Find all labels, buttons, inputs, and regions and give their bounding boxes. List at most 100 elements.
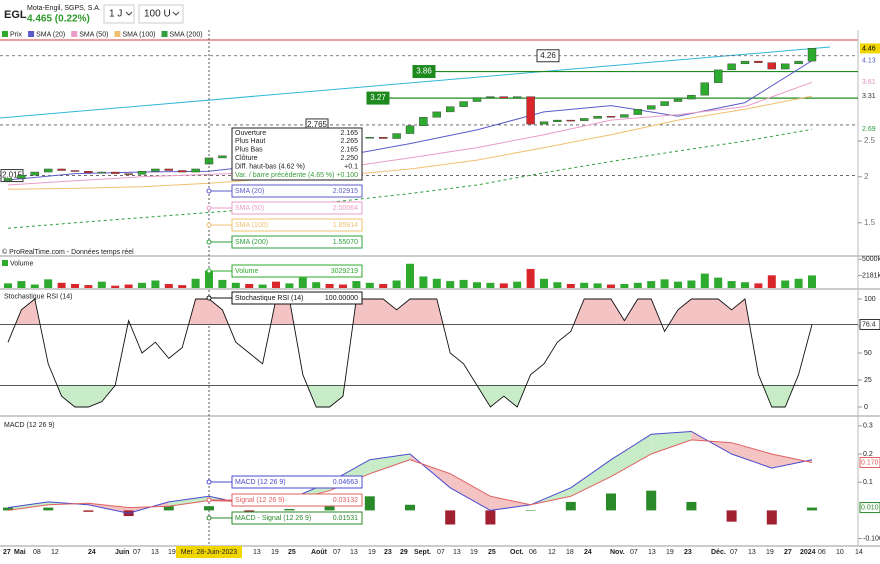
candle — [727, 63, 736, 71]
x-tick-label: 06 — [818, 549, 826, 556]
price-badge-label: 4.13 — [862, 58, 876, 65]
callout-label: SMA (200) — [235, 239, 268, 246]
candle — [754, 60, 763, 63]
candle — [794, 60, 803, 65]
histogram-bar — [364, 496, 375, 511]
x-tick-label: Oct. — [510, 549, 524, 556]
y-tick-label: 5000k — [862, 256, 880, 263]
tooltip-label: Plus Haut — [235, 138, 265, 145]
x-tick-label: 24 — [584, 549, 592, 556]
volume-bar — [727, 281, 736, 288]
level-box — [536, 49, 560, 63]
copyright: © ProRealTime.com - Données temps réel — [2, 248, 134, 256]
callout-value: 100.00000 — [325, 295, 358, 302]
candle — [432, 111, 441, 118]
volume-bar — [540, 278, 548, 288]
candle — [687, 94, 696, 100]
candle — [807, 48, 817, 62]
x-highlight-box — [176, 546, 242, 558]
volume-bar — [272, 281, 280, 288]
dropdown-box — [103, 4, 135, 24]
volume-bar — [124, 284, 133, 288]
candle — [566, 119, 575, 122]
x-tick-label: Nov. — [610, 549, 625, 556]
level-label: 3.27 — [370, 93, 386, 102]
price-badge — [860, 124, 880, 135]
volume-bar — [473, 282, 481, 288]
callout-box — [231, 235, 363, 249]
x-tick-label: 19 — [470, 549, 478, 556]
y-tick-label: 100 — [864, 296, 876, 303]
callout-value: 1.55070 — [333, 239, 358, 246]
volume-bar — [513, 281, 522, 288]
price-badge-label: 3.31 — [862, 93, 876, 100]
volume-bar — [687, 280, 696, 288]
candle — [419, 117, 428, 127]
x-tick-label: 19 — [368, 549, 376, 556]
callout-label: SMA (100) — [235, 222, 268, 229]
macd-badge — [859, 456, 880, 468]
volume-bar — [84, 285, 93, 288]
tooltip-value: 2.250 — [340, 155, 358, 162]
units-dropdown[interactable]: 100 U — [138, 4, 184, 24]
volume-bar — [379, 283, 388, 288]
company-name: Mota-Engil, SGPS, S.A. — [27, 5, 101, 12]
volume-bar — [406, 263, 414, 288]
histogram-bar — [525, 510, 536, 511]
tooltip-box — [231, 127, 363, 181]
candle — [446, 106, 455, 113]
callout-dot — [206, 268, 212, 274]
tooltip-label: Ouverture — [235, 130, 266, 137]
x-tick-label: 23 — [384, 549, 392, 556]
dropdown-box — [138, 4, 184, 24]
volume-bar — [767, 275, 776, 288]
legend-label: SMA (20) — [36, 31, 65, 38]
x-tick-label: 13 — [748, 549, 756, 556]
callout-dot — [206, 479, 212, 485]
level-box — [366, 91, 390, 105]
x-tick-label: 19 — [271, 549, 279, 556]
candle — [620, 114, 629, 118]
tooltip-label: Clôture — [235, 155, 258, 162]
callout-dot — [206, 188, 212, 194]
macd-badge-label: 0.170 — [861, 459, 879, 466]
callout-value: 1.85914 — [333, 222, 358, 229]
macd-badge — [859, 502, 880, 514]
callout-label: MACD (12 26 9) — [235, 479, 286, 486]
volume-bar — [191, 278, 200, 288]
chevron — [125, 11, 133, 16]
volume-bar — [660, 279, 669, 288]
x-tick-label: 07 — [730, 549, 738, 556]
callout-box — [231, 511, 363, 525]
volume-bar — [44, 279, 53, 288]
macd-signal-fill — [771, 454, 812, 469]
histogram-bar — [3, 507, 13, 511]
x-tick-label: 13 — [151, 549, 159, 556]
volume-bar — [620, 283, 629, 288]
x-tick-label: 12 — [548, 549, 556, 556]
tooltip-value: 2.165 — [340, 147, 358, 154]
macd-signal-fill — [731, 442, 772, 469]
candle — [164, 168, 174, 171]
volume-bar — [205, 270, 213, 288]
candle — [673, 98, 683, 102]
callout-dot — [206, 515, 212, 521]
candle — [30, 171, 39, 176]
callout-label: Signal (12 26 9) — [235, 497, 284, 504]
sma-line — [7, 128, 813, 229]
period-dropdown[interactable]: 1 J — [103, 4, 135, 24]
volume-bar — [178, 285, 187, 288]
volume-bar — [285, 283, 294, 288]
candle — [513, 96, 522, 99]
macd-signal-fill — [570, 459, 611, 497]
volume-bar — [298, 277, 307, 288]
volume-bar — [111, 285, 120, 288]
callout-box — [231, 264, 363, 278]
volume-bar — [325, 283, 334, 288]
volume-bar — [419, 276, 428, 288]
y-tick-label: 2181k — [862, 272, 880, 279]
x-tick-label: 13 — [350, 549, 358, 556]
histogram-bar — [606, 493, 616, 511]
volume-bar — [432, 278, 441, 288]
